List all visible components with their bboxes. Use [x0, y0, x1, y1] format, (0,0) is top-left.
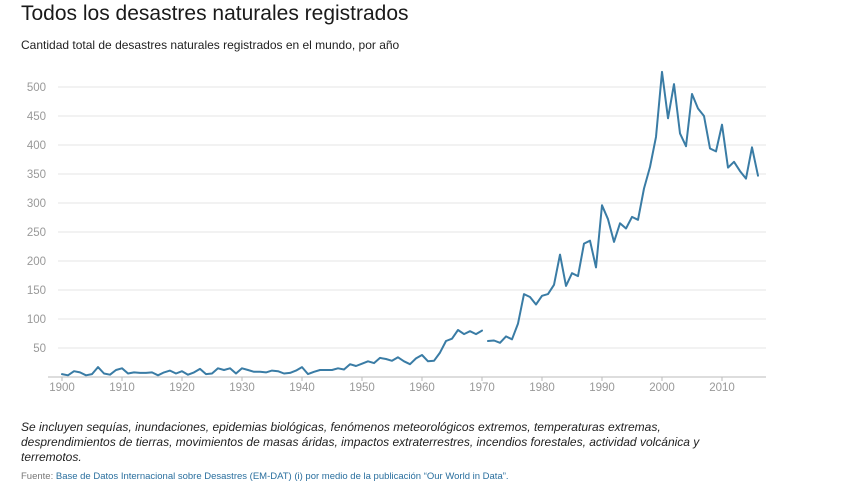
y-tick-label: 300 [27, 198, 46, 210]
source-line: Fuente: Base de Datos Internacional sobr… [21, 471, 509, 482]
y-tick-label: 500 [27, 82, 46, 94]
source-link[interactable]: Base de Datos Internacional sobre Desast… [55, 471, 509, 482]
series-lines [61, 70, 759, 377]
x-tick-label: 1980 [529, 382, 555, 394]
x-tick-label: 1960 [409, 382, 435, 394]
y-tick-label: 100 [27, 314, 46, 326]
y-tick-label: 400 [27, 140, 46, 152]
x-tick-label: 1950 [349, 382, 375, 394]
y-tick-label: 250 [27, 227, 46, 239]
gridlines [58, 86, 766, 349]
series-line [487, 70, 759, 344]
x-tick-label: 1920 [169, 382, 195, 394]
y-tick-label: 450 [27, 111, 46, 123]
y-axis-ticks: 50 100 150 200 250 300 350 400 450 500 [27, 82, 46, 355]
y-tick-label: 50 [33, 343, 46, 355]
x-tick-label: 1940 [289, 382, 315, 394]
source-prefix: Fuente: [21, 471, 56, 482]
chart-subtitle: Cantidad total de desastres naturales re… [21, 38, 400, 52]
series-line [61, 329, 483, 377]
y-tick-label: 150 [27, 285, 46, 297]
x-tick-label: 2000 [649, 382, 675, 394]
x-tick-label: 1900 [49, 382, 75, 394]
footnote: Se incluyen sequías, inundaciones, epide… [21, 420, 700, 464]
chart-title: Todos los desastres naturales registrado… [21, 2, 409, 25]
y-tick-label: 350 [27, 169, 46, 181]
x-tick-label: 1970 [469, 382, 495, 394]
y-tick-label: 200 [27, 256, 46, 268]
x-axis: 1900 1910 1920 1930 1940 1950 1960 1970 1980 1990… [48, 376, 766, 394]
x-tick-label: 1930 [229, 382, 255, 394]
x-tick-label: 2010 [709, 382, 735, 394]
x-tick-label: 1910 [109, 382, 135, 394]
x-tick-label: 1990 [589, 382, 615, 394]
